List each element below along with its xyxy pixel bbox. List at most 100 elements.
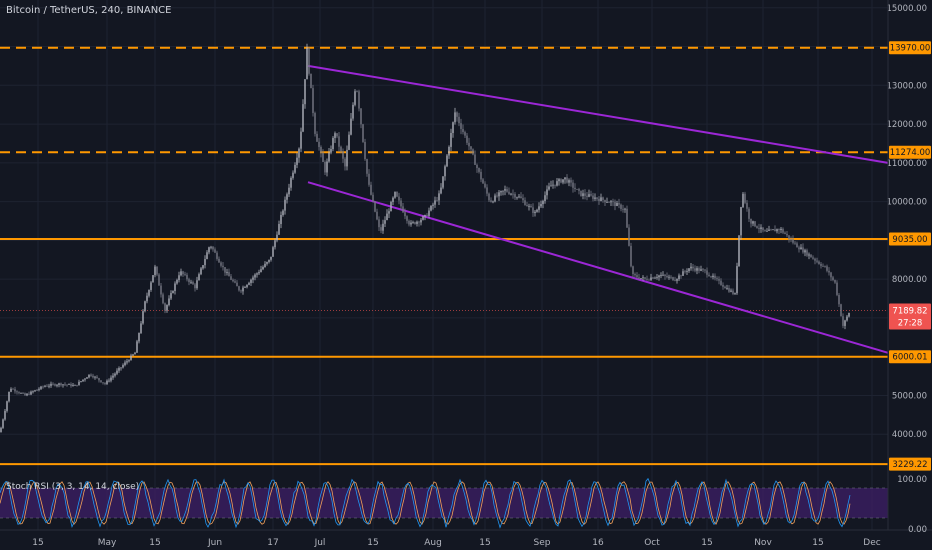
candle-body bbox=[160, 285, 162, 295]
candle-body bbox=[244, 287, 246, 288]
candle-body bbox=[440, 187, 442, 194]
candle-body bbox=[572, 182, 574, 188]
candle-body bbox=[106, 380, 108, 384]
candle-body bbox=[74, 384, 76, 386]
candle-body bbox=[202, 265, 204, 269]
candle-body bbox=[554, 184, 556, 186]
candle-body bbox=[104, 383, 106, 384]
candle-body bbox=[736, 266, 738, 294]
candle-body bbox=[138, 332, 140, 342]
candle-body bbox=[328, 152, 330, 162]
candle-body bbox=[0, 427, 2, 433]
current-price-tag bbox=[889, 303, 931, 330]
x-tick-label: 16 bbox=[592, 538, 604, 548]
candle-body bbox=[632, 266, 634, 275]
bar-countdown-label: 27:28 bbox=[898, 319, 923, 329]
candle-body bbox=[10, 388, 12, 392]
candle-body bbox=[690, 266, 692, 269]
candle-body bbox=[532, 207, 534, 213]
candle-body bbox=[566, 177, 568, 183]
candle-body bbox=[380, 227, 382, 231]
candle-body bbox=[66, 384, 68, 386]
candle-body bbox=[564, 177, 566, 180]
candle-body bbox=[348, 134, 350, 150]
candle-body bbox=[36, 389, 38, 391]
stoch-rsi-pane bbox=[0, 477, 888, 529]
candle-body bbox=[542, 201, 544, 205]
candle-body bbox=[506, 189, 508, 192]
candle-body bbox=[618, 203, 620, 205]
candle-body bbox=[658, 275, 660, 278]
x-tick-label: 15 bbox=[701, 538, 712, 548]
x-tick-label: 15 bbox=[367, 538, 378, 548]
candle-body bbox=[420, 219, 422, 223]
candle-body bbox=[848, 312, 850, 317]
candle-body bbox=[604, 199, 606, 203]
candle-body bbox=[32, 391, 34, 393]
candle-body bbox=[476, 164, 478, 169]
candle-body bbox=[342, 151, 344, 159]
x-tick-label: Oct bbox=[644, 538, 660, 548]
candle-body bbox=[596, 197, 598, 199]
candle-body bbox=[128, 360, 130, 362]
candle-body bbox=[646, 278, 648, 280]
candle-body bbox=[374, 201, 376, 212]
candle-body bbox=[668, 276, 670, 278]
candle-body bbox=[706, 270, 708, 275]
level-price-label: 6000.01 bbox=[892, 353, 927, 363]
candle-body bbox=[608, 202, 610, 203]
candle-body bbox=[112, 375, 114, 378]
candle-body bbox=[246, 284, 248, 288]
candle-body bbox=[686, 271, 688, 272]
y-tick-label: 13000.00 bbox=[886, 81, 927, 91]
candle-body bbox=[614, 201, 616, 207]
candle-body bbox=[620, 204, 622, 209]
candle-body bbox=[828, 270, 830, 273]
candle-body bbox=[734, 293, 736, 294]
candle-body bbox=[634, 274, 636, 276]
candle-body bbox=[222, 265, 224, 268]
candle-body bbox=[502, 190, 504, 192]
candle-body bbox=[206, 252, 208, 260]
candle-body bbox=[216, 252, 218, 259]
candle-body bbox=[118, 368, 120, 371]
candle-body bbox=[154, 266, 156, 276]
candle-body bbox=[598, 198, 600, 202]
candles bbox=[0, 43, 850, 433]
candle-body bbox=[830, 272, 832, 278]
candle-body bbox=[672, 277, 674, 281]
candle-body bbox=[318, 141, 320, 147]
candle-body bbox=[534, 211, 536, 213]
candle-body bbox=[296, 157, 298, 165]
x-tick-label: 17 bbox=[267, 538, 278, 548]
candle-body bbox=[166, 305, 168, 311]
candle-body bbox=[654, 277, 656, 279]
candle-body bbox=[130, 355, 132, 361]
candle-body bbox=[762, 227, 764, 231]
candle-body bbox=[766, 230, 768, 232]
candle-body bbox=[770, 229, 772, 231]
candle-body bbox=[84, 378, 86, 380]
candle-body bbox=[30, 391, 32, 395]
candle-body bbox=[424, 215, 426, 217]
chart-title: Bitcoin / TetherUS, 240, BINANCE bbox=[6, 5, 172, 16]
candle-body bbox=[656, 277, 658, 279]
level-price-tag bbox=[889, 350, 931, 364]
candle-body bbox=[788, 235, 790, 240]
stoch-d-line bbox=[0, 481, 851, 525]
candle-body bbox=[40, 386, 42, 389]
candle-body bbox=[750, 218, 752, 224]
candle-body bbox=[760, 227, 762, 229]
candle-body bbox=[512, 193, 514, 195]
y-tick-label: 15000.00 bbox=[886, 4, 927, 14]
candle-body bbox=[834, 279, 836, 283]
candle-body bbox=[126, 361, 128, 363]
candle-body bbox=[664, 274, 666, 277]
level-lines: 13970.00 11274.00 9035.00 6000.01 3229.22 718… bbox=[0, 41, 931, 471]
candle-body bbox=[484, 183, 486, 188]
candle-body bbox=[172, 290, 174, 294]
candle-body bbox=[302, 104, 304, 132]
candle-body bbox=[790, 239, 792, 240]
x-tick-label: Aug bbox=[424, 538, 442, 548]
